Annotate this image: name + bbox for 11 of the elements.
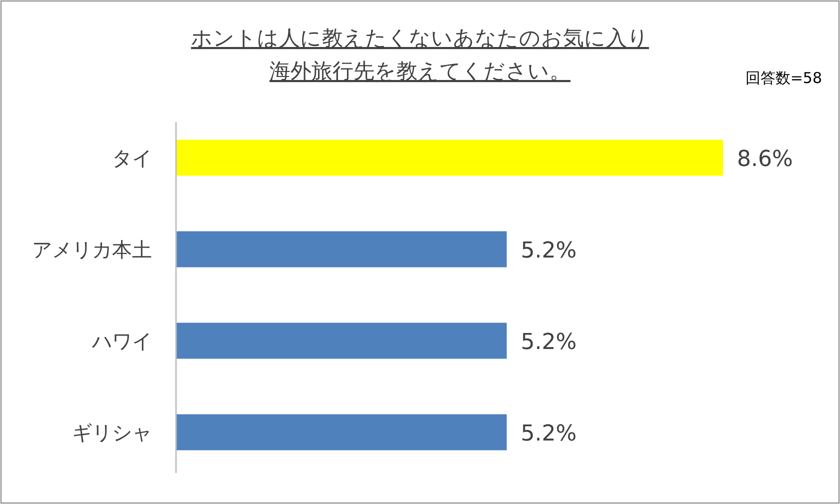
y-tick-label: アメリカ本土 <box>32 237 152 262</box>
title: ホントは人に教えたくないあなたのお気に入り <box>191 26 649 50</box>
title: 海外旅行先を教えてください。 <box>270 59 570 83</box>
y-tick-label: ギリシャ <box>72 420 152 444</box>
data-label: 5.2% <box>520 330 577 355</box>
text: 回答数=58 <box>745 69 822 87</box>
y-tick-label: ハワイ <box>91 328 152 353</box>
data-label: 5.2% <box>520 238 577 264</box>
data-label: 5.2% <box>520 421 577 446</box>
y-tick-label: タイ <box>112 146 152 170</box>
data-label: 8.6% <box>737 146 793 172</box>
